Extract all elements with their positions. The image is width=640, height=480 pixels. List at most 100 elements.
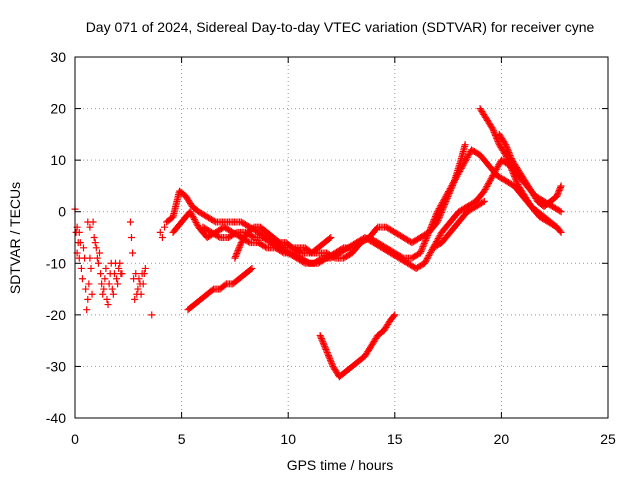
data-point (488, 124, 496, 132)
data-point (328, 361, 336, 369)
data-point (506, 150, 514, 158)
data-point (479, 198, 487, 206)
data-point (510, 171, 518, 179)
data-point (425, 228, 433, 236)
data-point (94, 259, 102, 267)
data-point (514, 180, 522, 188)
data-point (80, 244, 88, 252)
data-point (89, 218, 97, 226)
data-point (454, 171, 462, 179)
data-point (513, 179, 521, 187)
data-point (447, 183, 455, 191)
data-point (430, 216, 438, 224)
series-track-d (231, 223, 335, 262)
data-point (428, 220, 436, 228)
data-point (156, 228, 164, 236)
data-point (93, 254, 101, 262)
data-point (439, 197, 447, 205)
data-point (190, 215, 198, 223)
data-point (511, 174, 519, 182)
data-point (427, 248, 435, 256)
data-point (77, 264, 85, 272)
y-tick-label: 0 (58, 204, 66, 220)
x-tick-label: 15 (387, 431, 403, 447)
data-point (103, 295, 111, 303)
y-tick-label: -10 (46, 255, 66, 271)
data-point (436, 231, 444, 239)
data-point (428, 222, 436, 230)
data-point (486, 176, 494, 184)
data-point (553, 192, 561, 200)
data-point (135, 275, 143, 283)
data-point (186, 208, 194, 216)
x-axis-label: GPS time / hours (287, 457, 394, 473)
data-point (435, 205, 443, 213)
data-point (192, 219, 200, 227)
data-point (507, 153, 515, 161)
data-point (422, 258, 430, 266)
data-point (131, 295, 139, 303)
data-point (324, 350, 332, 358)
data-point (507, 165, 515, 173)
data-point (464, 152, 472, 160)
data-point (490, 170, 498, 178)
data-point (249, 233, 257, 241)
data-point (97, 270, 105, 278)
data-point (462, 157, 470, 165)
data-point (235, 245, 243, 253)
data-point (232, 253, 240, 261)
data-point (487, 175, 495, 183)
plot-frame (74, 56, 609, 419)
data-point (86, 223, 94, 231)
data-point (449, 180, 457, 188)
data-point (105, 280, 113, 288)
data-point (100, 285, 108, 293)
data-point (461, 158, 469, 166)
data-point (424, 230, 432, 238)
data-point (416, 249, 424, 257)
data-point (325, 353, 333, 361)
data-point (431, 212, 439, 220)
data-point (110, 270, 118, 278)
data-point (430, 217, 438, 225)
data-point (210, 217, 218, 225)
y-tick-label: -30 (46, 358, 66, 374)
series-track-g (316, 311, 399, 381)
data-point (78, 275, 86, 283)
data-point (247, 265, 255, 273)
data-point (504, 147, 512, 155)
data-point (505, 148, 513, 156)
data-point (232, 229, 240, 237)
data-point (426, 250, 434, 258)
data-point (317, 335, 325, 343)
data-point (84, 295, 92, 303)
data-point (326, 355, 334, 363)
data-point (321, 342, 329, 350)
chart-title: Day 071 of 2024, Sidereal Day-to-day VTE… (86, 19, 595, 35)
data-point (319, 339, 327, 347)
data-point (458, 163, 466, 171)
data-point (460, 160, 468, 168)
data-point (215, 233, 223, 241)
data-point (462, 155, 470, 163)
series-track-f (184, 264, 256, 314)
data-point (423, 233, 431, 241)
data-point (485, 179, 493, 187)
data-point (485, 178, 493, 186)
data-point (113, 275, 121, 283)
data-point (419, 243, 427, 251)
data-point (87, 264, 95, 272)
data-point (555, 186, 563, 194)
data-point (426, 225, 434, 233)
data-point (236, 242, 244, 250)
data-point (101, 275, 109, 283)
data-point (126, 218, 134, 226)
data-point (450, 178, 458, 186)
data-point (158, 234, 166, 241)
axis-ticks: 0 5 10 15 20 25 -40 -30 -20 -10 0 10 20 30 (46, 49, 616, 447)
data-point (300, 258, 308, 266)
data-point (556, 183, 564, 191)
data-point (490, 128, 498, 136)
data-point (555, 188, 563, 196)
